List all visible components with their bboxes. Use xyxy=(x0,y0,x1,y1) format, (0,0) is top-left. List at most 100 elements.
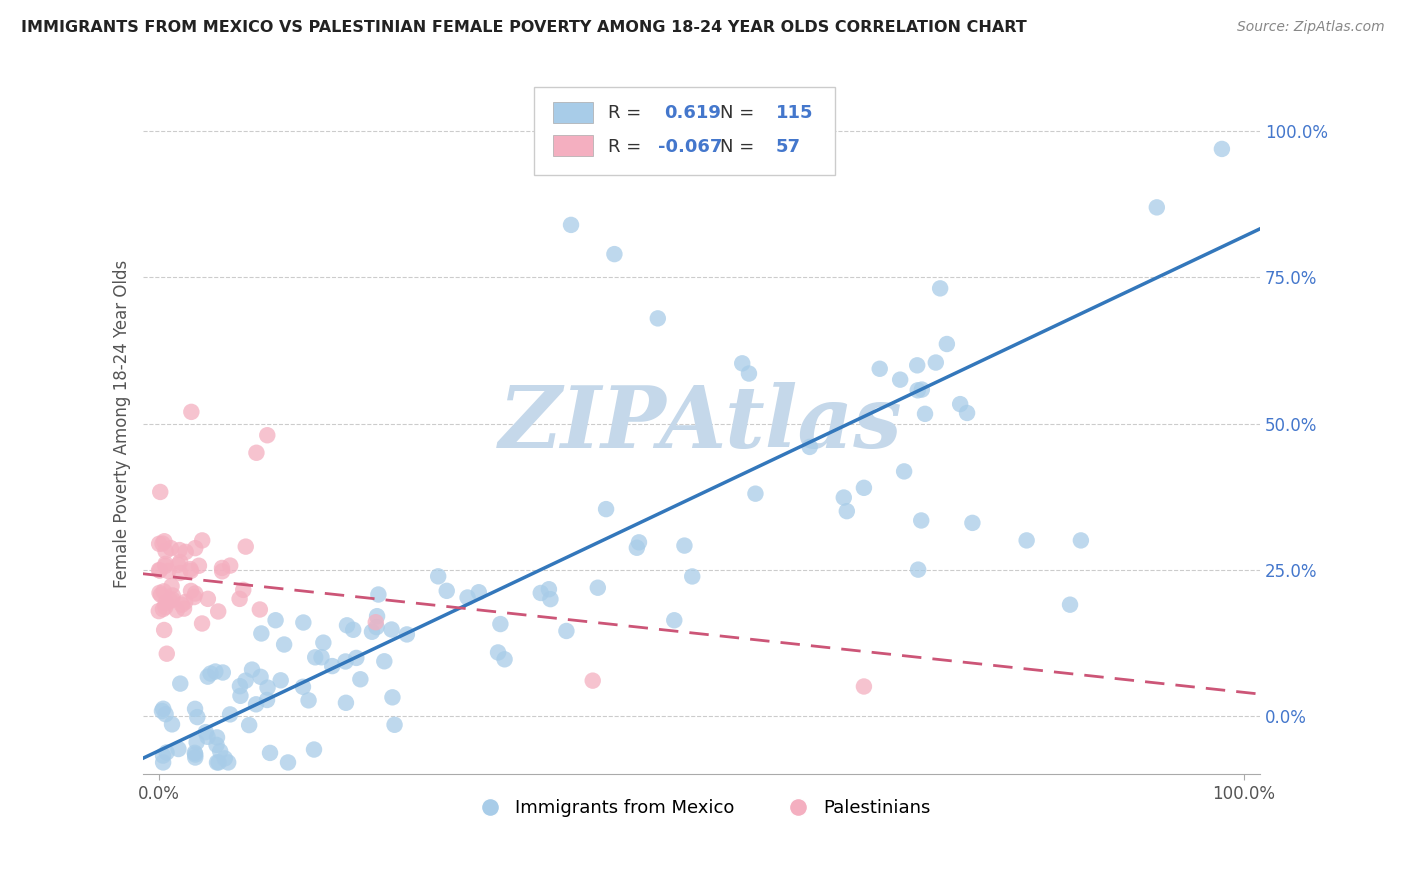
Point xyxy=(302,742,325,756)
Point xyxy=(205,731,228,745)
Point xyxy=(560,218,582,232)
Point xyxy=(832,491,855,505)
Point xyxy=(366,609,388,624)
Point xyxy=(169,543,191,558)
Point xyxy=(538,592,561,607)
Point xyxy=(238,718,260,732)
Point xyxy=(925,355,948,369)
Point xyxy=(249,670,271,684)
Point xyxy=(910,513,932,527)
Point xyxy=(229,689,252,703)
Point xyxy=(586,581,609,595)
Point xyxy=(159,593,181,607)
Point xyxy=(148,604,170,618)
Point xyxy=(273,638,295,652)
Point xyxy=(205,756,228,770)
Point xyxy=(211,564,233,578)
Text: R =: R = xyxy=(609,104,647,122)
Point xyxy=(170,598,193,612)
Point xyxy=(907,384,929,398)
Point xyxy=(184,747,207,762)
Point xyxy=(673,539,696,553)
Point xyxy=(744,486,766,500)
Point xyxy=(1015,533,1038,548)
Point xyxy=(1211,142,1233,156)
Point xyxy=(197,591,219,606)
Point xyxy=(240,663,263,677)
Point xyxy=(186,735,208,749)
Point xyxy=(555,624,578,638)
Point xyxy=(603,247,626,261)
Point xyxy=(436,583,458,598)
Point xyxy=(681,569,703,583)
Legend: Immigrants from Mexico, Palestinians: Immigrants from Mexico, Palestinians xyxy=(465,792,938,825)
Point xyxy=(169,566,191,580)
Point xyxy=(148,563,170,577)
Point xyxy=(211,561,233,575)
Text: Source: ZipAtlas.com: Source: ZipAtlas.com xyxy=(1237,20,1385,34)
Point xyxy=(160,717,183,731)
Point xyxy=(209,744,232,758)
Point xyxy=(155,707,177,722)
Point xyxy=(191,616,214,631)
Point xyxy=(155,557,177,571)
Text: -0.067: -0.067 xyxy=(658,137,723,155)
Point xyxy=(167,742,190,756)
Point xyxy=(321,659,343,673)
Text: IMMIGRANTS FROM MEXICO VS PALESTINIAN FEMALE POVERTY AMONG 18-24 YEAR OLDS CORRE: IMMIGRANTS FROM MEXICO VS PALESTINIAN FE… xyxy=(21,20,1026,35)
Y-axis label: Female Poverty Among 18-24 Year Olds: Female Poverty Among 18-24 Year Olds xyxy=(114,260,131,588)
Point xyxy=(852,481,875,495)
Point xyxy=(219,558,242,573)
Point xyxy=(361,624,384,639)
Point xyxy=(214,751,236,765)
Point xyxy=(200,666,222,681)
Point xyxy=(962,516,984,530)
Text: ZIPAtlas: ZIPAtlas xyxy=(499,382,903,466)
Point xyxy=(380,623,402,637)
FancyBboxPatch shape xyxy=(553,136,593,156)
Point xyxy=(366,620,388,634)
Point xyxy=(259,746,281,760)
Point xyxy=(197,670,219,684)
Point xyxy=(184,541,207,555)
Point xyxy=(914,407,936,421)
Text: 115: 115 xyxy=(776,104,814,122)
Point xyxy=(211,665,233,680)
Point xyxy=(180,564,202,578)
Point xyxy=(627,535,650,549)
Text: 0.619: 0.619 xyxy=(664,104,721,122)
Point xyxy=(184,746,207,760)
Text: R =: R = xyxy=(609,137,647,155)
Point xyxy=(349,673,371,687)
Point xyxy=(731,356,754,370)
Point xyxy=(150,704,173,718)
Point xyxy=(169,555,191,569)
Point xyxy=(956,406,979,420)
Point xyxy=(184,702,207,716)
Point xyxy=(852,680,875,694)
Point xyxy=(256,428,278,442)
Point xyxy=(160,579,183,593)
Point xyxy=(835,504,858,518)
Point xyxy=(217,756,239,770)
Point xyxy=(229,679,252,693)
Point xyxy=(364,615,387,630)
Point xyxy=(312,635,335,649)
Point xyxy=(297,693,319,707)
Point xyxy=(292,615,315,630)
Point xyxy=(174,595,197,609)
Point xyxy=(264,613,287,627)
Point xyxy=(207,756,229,770)
Point xyxy=(335,696,357,710)
Point xyxy=(152,702,174,716)
Point xyxy=(270,673,292,688)
Point xyxy=(207,605,229,619)
Point xyxy=(304,650,326,665)
Point xyxy=(152,536,174,550)
FancyBboxPatch shape xyxy=(553,102,593,123)
Point xyxy=(149,564,172,578)
Point xyxy=(245,446,267,460)
Point xyxy=(342,623,364,637)
Point xyxy=(184,750,207,764)
Point xyxy=(184,586,207,600)
